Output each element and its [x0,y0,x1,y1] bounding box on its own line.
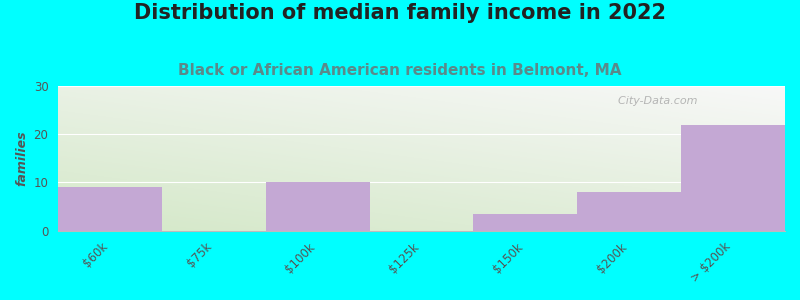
Text: City-Data.com: City-Data.com [610,96,697,106]
Bar [578,192,681,231]
Bar [58,187,162,231]
Bar [474,214,578,231]
Bar [681,124,785,231]
Text: Distribution of median family income in 2022: Distribution of median family income in … [134,3,666,23]
Text: Black or African American residents in Belmont, MA: Black or African American residents in B… [178,63,622,78]
Y-axis label: families: families [15,130,28,186]
Bar [266,182,370,231]
